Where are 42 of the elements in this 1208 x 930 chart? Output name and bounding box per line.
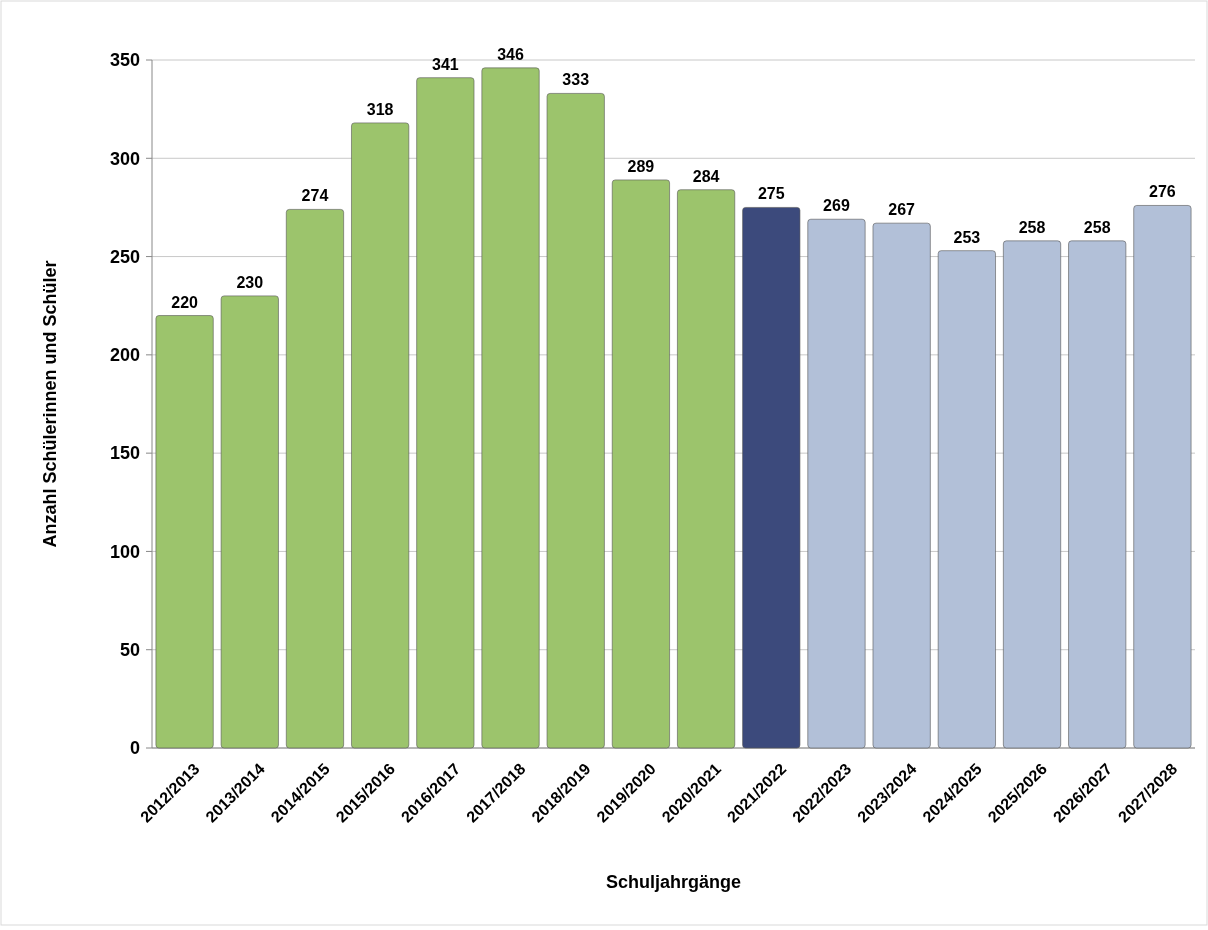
- bar: [677, 189, 736, 749]
- y-tick-label: 250: [109, 246, 140, 267]
- bar: [285, 209, 344, 749]
- bar: [546, 93, 605, 749]
- data-label: 275: [757, 185, 785, 203]
- data-label: 284: [692, 167, 720, 185]
- bar: [351, 122, 410, 749]
- y-tick-label: 150: [109, 443, 140, 464]
- bar: [807, 218, 866, 749]
- y-axis-title: Anzahl Schülerinnen und Schüler: [40, 260, 60, 548]
- data-label: 276: [1149, 183, 1176, 201]
- bar: [872, 222, 931, 749]
- y-tick-label: 350: [109, 50, 140, 71]
- data-label: 269: [823, 197, 850, 215]
- bar: [155, 315, 214, 749]
- bar: [1068, 240, 1127, 749]
- x-axis-title: Schuljahrgänge: [605, 872, 742, 892]
- data-label: 230: [236, 273, 264, 291]
- bar: [937, 250, 996, 749]
- bar: [481, 67, 540, 749]
- data-label: 253: [953, 228, 981, 246]
- y-tick-label: 200: [109, 345, 140, 366]
- data-label: 333: [562, 71, 590, 89]
- data-label: 346: [497, 45, 524, 63]
- bar: [742, 207, 801, 749]
- y-tick-label: 100: [109, 541, 140, 562]
- bar: [611, 179, 670, 749]
- data-label: 274: [301, 187, 329, 205]
- bar: [1003, 240, 1062, 749]
- bar: [416, 77, 475, 749]
- data-label: 258: [1018, 218, 1046, 236]
- bar: [1133, 205, 1192, 749]
- data-label: 220: [171, 293, 199, 311]
- data-label: 267: [888, 201, 916, 219]
- data-label: 318: [366, 100, 394, 118]
- y-tick-label: 0: [129, 738, 140, 759]
- y-tick-label: 300: [109, 148, 140, 169]
- data-label: 258: [1083, 218, 1111, 236]
- data-label: 289: [627, 157, 655, 175]
- bar: [220, 295, 279, 749]
- data-label: 341: [431, 55, 459, 73]
- y-tick-label: 50: [119, 640, 140, 661]
